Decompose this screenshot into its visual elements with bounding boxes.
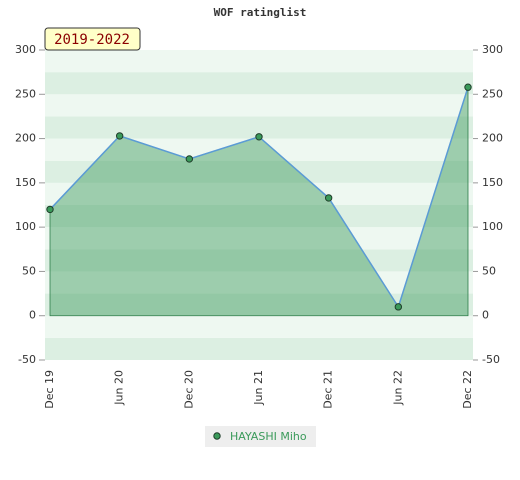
marker bbox=[394, 303, 403, 311]
band bbox=[45, 160, 473, 183]
band bbox=[45, 138, 473, 161]
band bbox=[45, 94, 473, 117]
x-tick-label: Jun 22 bbox=[391, 370, 404, 406]
legend bbox=[205, 426, 316, 447]
y2-tick-label: 300 bbox=[482, 43, 503, 56]
band bbox=[45, 293, 473, 316]
legend-marker bbox=[213, 432, 221, 440]
band bbox=[45, 72, 473, 95]
band bbox=[45, 116, 473, 139]
band bbox=[45, 271, 473, 294]
band bbox=[45, 315, 473, 338]
y2-tick-label: -50 bbox=[482, 353, 500, 366]
x-tick-label: Dec 22 bbox=[461, 370, 474, 409]
marker bbox=[464, 83, 472, 91]
x-tick-label: Jun 21 bbox=[252, 370, 265, 406]
x-tick-label: Dec 21 bbox=[322, 370, 335, 409]
y-tick-label: 300 bbox=[15, 43, 36, 56]
annotation-box bbox=[44, 27, 141, 51]
band bbox=[45, 227, 473, 250]
chart-title: WOF ratinglist bbox=[214, 6, 307, 19]
y-tick-label: 0 bbox=[29, 309, 36, 322]
band bbox=[45, 50, 473, 73]
y2-tick-label: 0 bbox=[482, 309, 489, 322]
y-tick-label: 50 bbox=[22, 264, 36, 277]
marker bbox=[185, 155, 194, 163]
marker bbox=[324, 194, 333, 202]
x-tick-label: Jun 20 bbox=[113, 370, 126, 406]
band bbox=[45, 205, 473, 228]
band bbox=[45, 337, 473, 360]
legend-label: HAYASHI Miho bbox=[230, 430, 307, 443]
y-tick-label: -50 bbox=[18, 353, 36, 366]
annotation: 2019-2022 bbox=[54, 32, 130, 48]
band bbox=[45, 249, 473, 272]
marker bbox=[46, 205, 54, 214]
y2-tick-label: 200 bbox=[482, 132, 503, 145]
marker bbox=[115, 132, 124, 140]
plot bbox=[46, 83, 472, 317]
y-tick-label: 250 bbox=[15, 87, 36, 100]
band bbox=[45, 182, 473, 205]
x-tick-label: Dec 19 bbox=[43, 370, 56, 409]
y2-tick-label: 250 bbox=[482, 87, 503, 100]
y-tick-label: 200 bbox=[15, 132, 36, 145]
x-tick-label: Dec 20 bbox=[182, 370, 195, 409]
y2-tick-label: 150 bbox=[482, 176, 503, 189]
y2-tick-label: 50 bbox=[482, 264, 496, 277]
plot-background bbox=[45, 50, 473, 360]
marker bbox=[255, 133, 263, 141]
y2-tick-label: 100 bbox=[482, 220, 503, 233]
y-tick-label: 150 bbox=[15, 176, 36, 189]
y-tick-label: 100 bbox=[15, 220, 36, 233]
